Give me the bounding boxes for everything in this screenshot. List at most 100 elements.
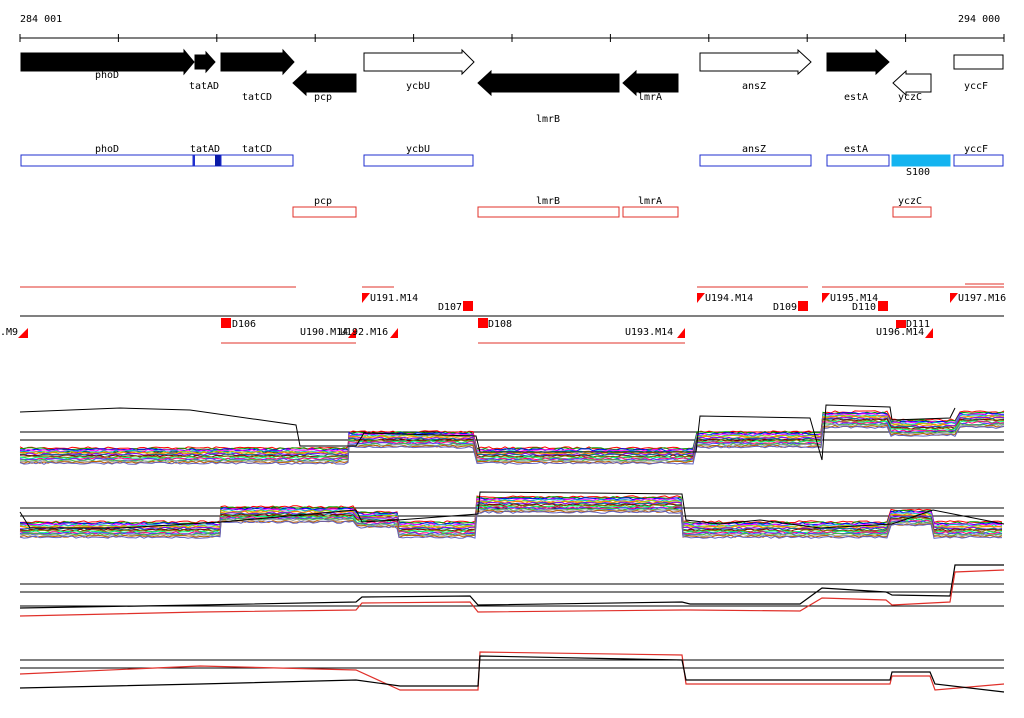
segment-label-U196: U196.M14 [876, 327, 924, 338]
ruler-start-label: 284 001 [20, 14, 62, 25]
marker-D110[interactable] [878, 301, 888, 311]
expression-black-trace [19, 404, 956, 461]
segment-label-M9: .M9 [0, 327, 18, 338]
flag-U194[interactable] [697, 293, 705, 303]
flag-U192[interactable] [390, 328, 398, 338]
flag-U190[interactable] [348, 328, 356, 338]
ruler-end-label: 294 000 [958, 14, 1000, 25]
expression-curve [19, 508, 1003, 538]
gene-arrow-track: phoD tatAD tatCD pcp ycbU lmrB lmrA ansZ… [20, 48, 1004, 125]
segment-label-U190: U190.M14 [300, 327, 348, 338]
ruler-ticks [19, 34, 1005, 42]
annot-box-yccF[interactable] [953, 154, 1004, 167]
annot-label-tatAD: tatAD [190, 144, 220, 155]
annot-label-lmrA: lmrA [638, 196, 662, 207]
expression-curve [20, 498, 1003, 528]
gene-label-ycbU: ycbU [406, 81, 430, 92]
expression-curve [19, 424, 1005, 464]
flag-U197[interactable] [950, 293, 958, 303]
segment-label-D108: D108 [488, 319, 512, 330]
gene-arrow-pcp[interactable] [292, 69, 357, 97]
gene-arrow-lmrB[interactable] [477, 69, 620, 97]
annot-label-pcp: pcp [314, 196, 332, 207]
annot-label-yczC: yczC [898, 196, 922, 207]
gene-arrow-yccF[interactable] [953, 54, 1004, 70]
segment-label-D106: D106 [232, 319, 256, 330]
annot-mark-tatAD-start [193, 155, 195, 166]
flag-U195[interactable] [822, 293, 830, 303]
segment-label-U197: U197.M16 [958, 293, 1006, 304]
marker-D106[interactable] [221, 318, 231, 328]
gene-arrow-lmrA[interactable] [622, 69, 679, 97]
annot-label-ycbU: ycbU [406, 144, 430, 155]
segment-label-U195: U195.M14 [830, 293, 878, 304]
gene-arrow-ansZ[interactable] [699, 48, 812, 76]
gene-arrow-tatCD[interactable] [220, 48, 295, 76]
annot-box-phoD[interactable] [20, 154, 194, 167]
gene-arrow-yczC[interactable] [892, 69, 932, 97]
profile-red-trace [19, 651, 1005, 691]
annot-box-estA[interactable] [826, 154, 890, 167]
annot-mark-tatAD-end [215, 155, 221, 166]
gene-arrow-tatAD[interactable] [194, 50, 216, 74]
profile-black-trace [19, 655, 1005, 693]
segment-label-U192: U192.M16 [340, 327, 388, 338]
gene-label-lmrA: lmrA [638, 92, 662, 103]
expression-curve [19, 495, 1003, 524]
gene-label-ansZ: ansZ [742, 81, 766, 92]
segment-label-D107: D107 [438, 302, 462, 313]
expression-track-plus [19, 404, 1005, 465]
segment-label-D110: D110 [852, 302, 876, 313]
coordinate-ruler: 284 001 294 000 [19, 14, 1005, 42]
annot-label-phoD: phoD [95, 144, 119, 155]
flag-U191[interactable] [362, 293, 370, 303]
annot-label-S100: S100 [906, 167, 930, 178]
marker-D107[interactable] [463, 301, 473, 311]
segment-track: U191.M14 D107 U194.M14 D109 U195.M14 D11… [0, 283, 1006, 344]
gene-label-lmrB: lmrB [536, 114, 560, 125]
annot-label-yccF: yccF [964, 144, 988, 155]
gene-label-pcp: pcp [314, 92, 332, 103]
profile-track-minus [19, 651, 1005, 693]
expression-curve [19, 411, 1005, 451]
annotation-minus-track: pcp lmrB lmrA yczC [292, 196, 932, 218]
marker-D108[interactable] [478, 318, 488, 328]
gene-arrow-estA[interactable] [826, 48, 890, 76]
flag-U193[interactable] [677, 328, 685, 338]
marker-D111[interactable] [896, 320, 906, 328]
profile-red-trace [19, 569, 1005, 617]
expression-black-trace [19, 491, 1005, 529]
annot-box-lmrB[interactable] [477, 206, 620, 218]
annot-label-estA: estA [844, 144, 868, 155]
gene-arrow-ycbU[interactable] [363, 48, 475, 76]
flag-U196[interactable] [925, 328, 933, 338]
flag-M9[interactable] [18, 328, 28, 338]
gene-label-phoD: phoD [95, 70, 119, 81]
annot-box-ycbU[interactable] [363, 154, 474, 167]
annot-box-S100[interactable] [891, 154, 951, 167]
segment-label-U194: U194.M14 [705, 293, 753, 304]
annot-box-tatCD[interactable] [220, 154, 294, 167]
profile-black-trace [19, 564, 1004, 609]
annot-box-pcp[interactable] [292, 206, 357, 218]
segment-label-D111: D111 [906, 319, 930, 330]
expression-curve [19, 413, 1005, 454]
annot-box-ansZ[interactable] [699, 154, 812, 167]
annot-label-tatCD: tatCD [242, 144, 272, 155]
expression-curve [19, 505, 1003, 534]
expression-curve [19, 496, 1003, 525]
gene-label-yczC: yczC [898, 92, 922, 103]
gene-arrow-phoD[interactable] [20, 48, 195, 76]
expression-track-minus [19, 491, 1005, 539]
annot-label-lmrB: lmrB [536, 196, 560, 207]
marker-D109[interactable] [798, 301, 808, 311]
gene-label-tatCD: tatCD [242, 92, 272, 103]
annot-box-yczC[interactable] [892, 206, 932, 218]
gene-label-estA: estA [844, 92, 868, 103]
expression-curve [19, 421, 1005, 461]
profile-track-plus [19, 564, 1005, 617]
annot-box-lmrA[interactable] [622, 206, 679, 218]
gene-label-yccF: yccF [964, 81, 988, 92]
